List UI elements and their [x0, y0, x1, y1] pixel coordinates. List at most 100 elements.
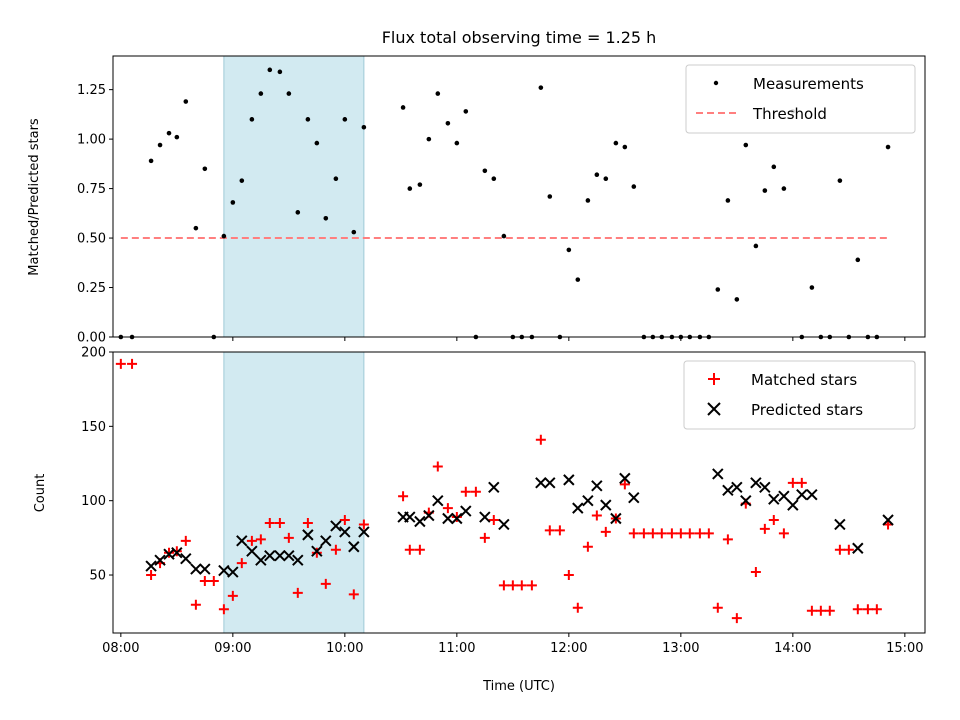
matched-star-point: [600, 526, 611, 537]
measurement-point: [781, 186, 787, 191]
predicted-star-point: [227, 566, 239, 578]
matched-star-point: [479, 532, 490, 543]
ratio-legend: Measurements Threshold: [685, 64, 916, 134]
measurement-point: [258, 91, 264, 96]
matched-star-point: [470, 486, 481, 497]
matched-star-point: [516, 580, 527, 591]
matched-star-point: [330, 544, 341, 555]
matched-star-point: [146, 570, 157, 581]
predicted-star-point: [404, 511, 416, 523]
x-tick-label: 12:00: [550, 641, 587, 656]
predicted-star-point: [488, 481, 500, 494]
legend-predicted-marker: [707, 402, 721, 416]
measurement-point: [221, 233, 227, 239]
predicted-star-point: [544, 477, 556, 489]
matched-star-point: [460, 486, 471, 497]
measurement-point: [239, 178, 245, 183]
measurement-point: [351, 229, 357, 235]
matched-star-point: [554, 525, 565, 536]
x-tick-label: 14:00: [774, 641, 811, 656]
matched-star-point: [526, 580, 537, 591]
predicted-star-point: [610, 512, 622, 525]
y-tick-label: 1.25: [77, 83, 106, 98]
measurement-point: [267, 67, 273, 73]
y-tick-label: 0.50: [77, 232, 106, 247]
predicted-star-point: [740, 494, 752, 507]
matched-star-point: [171, 546, 182, 557]
matched-star-point: [451, 512, 462, 523]
predicted-star-point: [535, 477, 547, 489]
predicted-star-point: [759, 481, 771, 494]
matched-star-point: [834, 544, 845, 555]
matched-star-point: [824, 605, 835, 616]
matched-star-point: [694, 528, 705, 539]
matched-star-point: [806, 605, 817, 616]
measurement-point: [491, 176, 497, 181]
matched-star-point: [414, 544, 425, 555]
predicted-star-point: [479, 511, 491, 523]
predicted-star-point: [311, 545, 323, 557]
matched-star-point: [164, 547, 174, 558]
measurement-point: [361, 124, 367, 130]
predicted-star-point: [246, 545, 258, 557]
matched-star-point: [862, 604, 873, 615]
measurement-point: [174, 134, 180, 140]
matched-star-point: [796, 477, 807, 488]
measurement-point: [603, 176, 609, 181]
predicted-star-point: [852, 542, 864, 554]
x-tick-label: 13:00: [662, 641, 699, 656]
matched-star-point: [722, 534, 733, 545]
measurement-point: [734, 297, 740, 302]
matched-star-point: [787, 477, 798, 488]
predicted-star-point: [218, 564, 230, 577]
predicted-star-point: [264, 549, 276, 562]
matched-star-point: [442, 503, 453, 514]
y-tick-label: 0.25: [77, 281, 106, 296]
predicted-star-point: [591, 480, 603, 492]
matched-star-point: [264, 517, 275, 528]
predicted-star-point: [460, 505, 472, 517]
matched-star-point: [852, 604, 863, 615]
observing-time-span: [223, 55, 365, 338]
predicted-star-point: [806, 489, 818, 501]
predicted-star-point: [442, 512, 454, 525]
predicted-star-point: [171, 547, 183, 559]
x-axis-label: Time (UTC): [482, 679, 555, 694]
measurement-point: [725, 198, 731, 203]
matched-star-point: [871, 604, 882, 615]
measurement-point: [575, 277, 581, 282]
matched-star-point: [544, 525, 555, 536]
matched-star-point: [815, 605, 826, 616]
matched-star-point: [666, 528, 677, 539]
measurement-point: [445, 120, 451, 126]
predicted-star-point: [628, 491, 640, 504]
measurement-point: [885, 144, 891, 150]
x-tick-label: 09:00: [214, 641, 251, 656]
measurement-point: [202, 166, 208, 172]
predicted-star-point: [563, 474, 575, 486]
matched-star-point: [404, 544, 415, 555]
predicted-star-point: [255, 554, 267, 566]
count-panel-frame: [112, 351, 926, 634]
matched-star-point: [712, 602, 723, 613]
measurement-point: [295, 210, 301, 215]
predicted-star-point: [787, 499, 799, 511]
predicted-star-point: [451, 512, 463, 525]
measurement-point: [566, 247, 572, 253]
measurement-point: [417, 182, 423, 187]
measurement-point: [482, 168, 488, 174]
y-tick-label: 1.00: [77, 133, 106, 148]
x-tick-label: 10:00: [326, 641, 363, 656]
predicted-star-point: [722, 484, 734, 496]
measurement-point: [837, 178, 843, 183]
measurement-point: [166, 130, 172, 136]
measurement-point: [314, 140, 320, 146]
measurement-point: [463, 109, 469, 114]
matched-star-point: [582, 541, 593, 552]
measurement-point: [400, 105, 406, 110]
observing-time-span: [223, 351, 365, 634]
predicted-star-point: [154, 554, 166, 566]
x-tick-label: 08:00: [102, 641, 139, 656]
matched-star-point: [199, 575, 210, 586]
predicted-star-point: [778, 490, 790, 502]
